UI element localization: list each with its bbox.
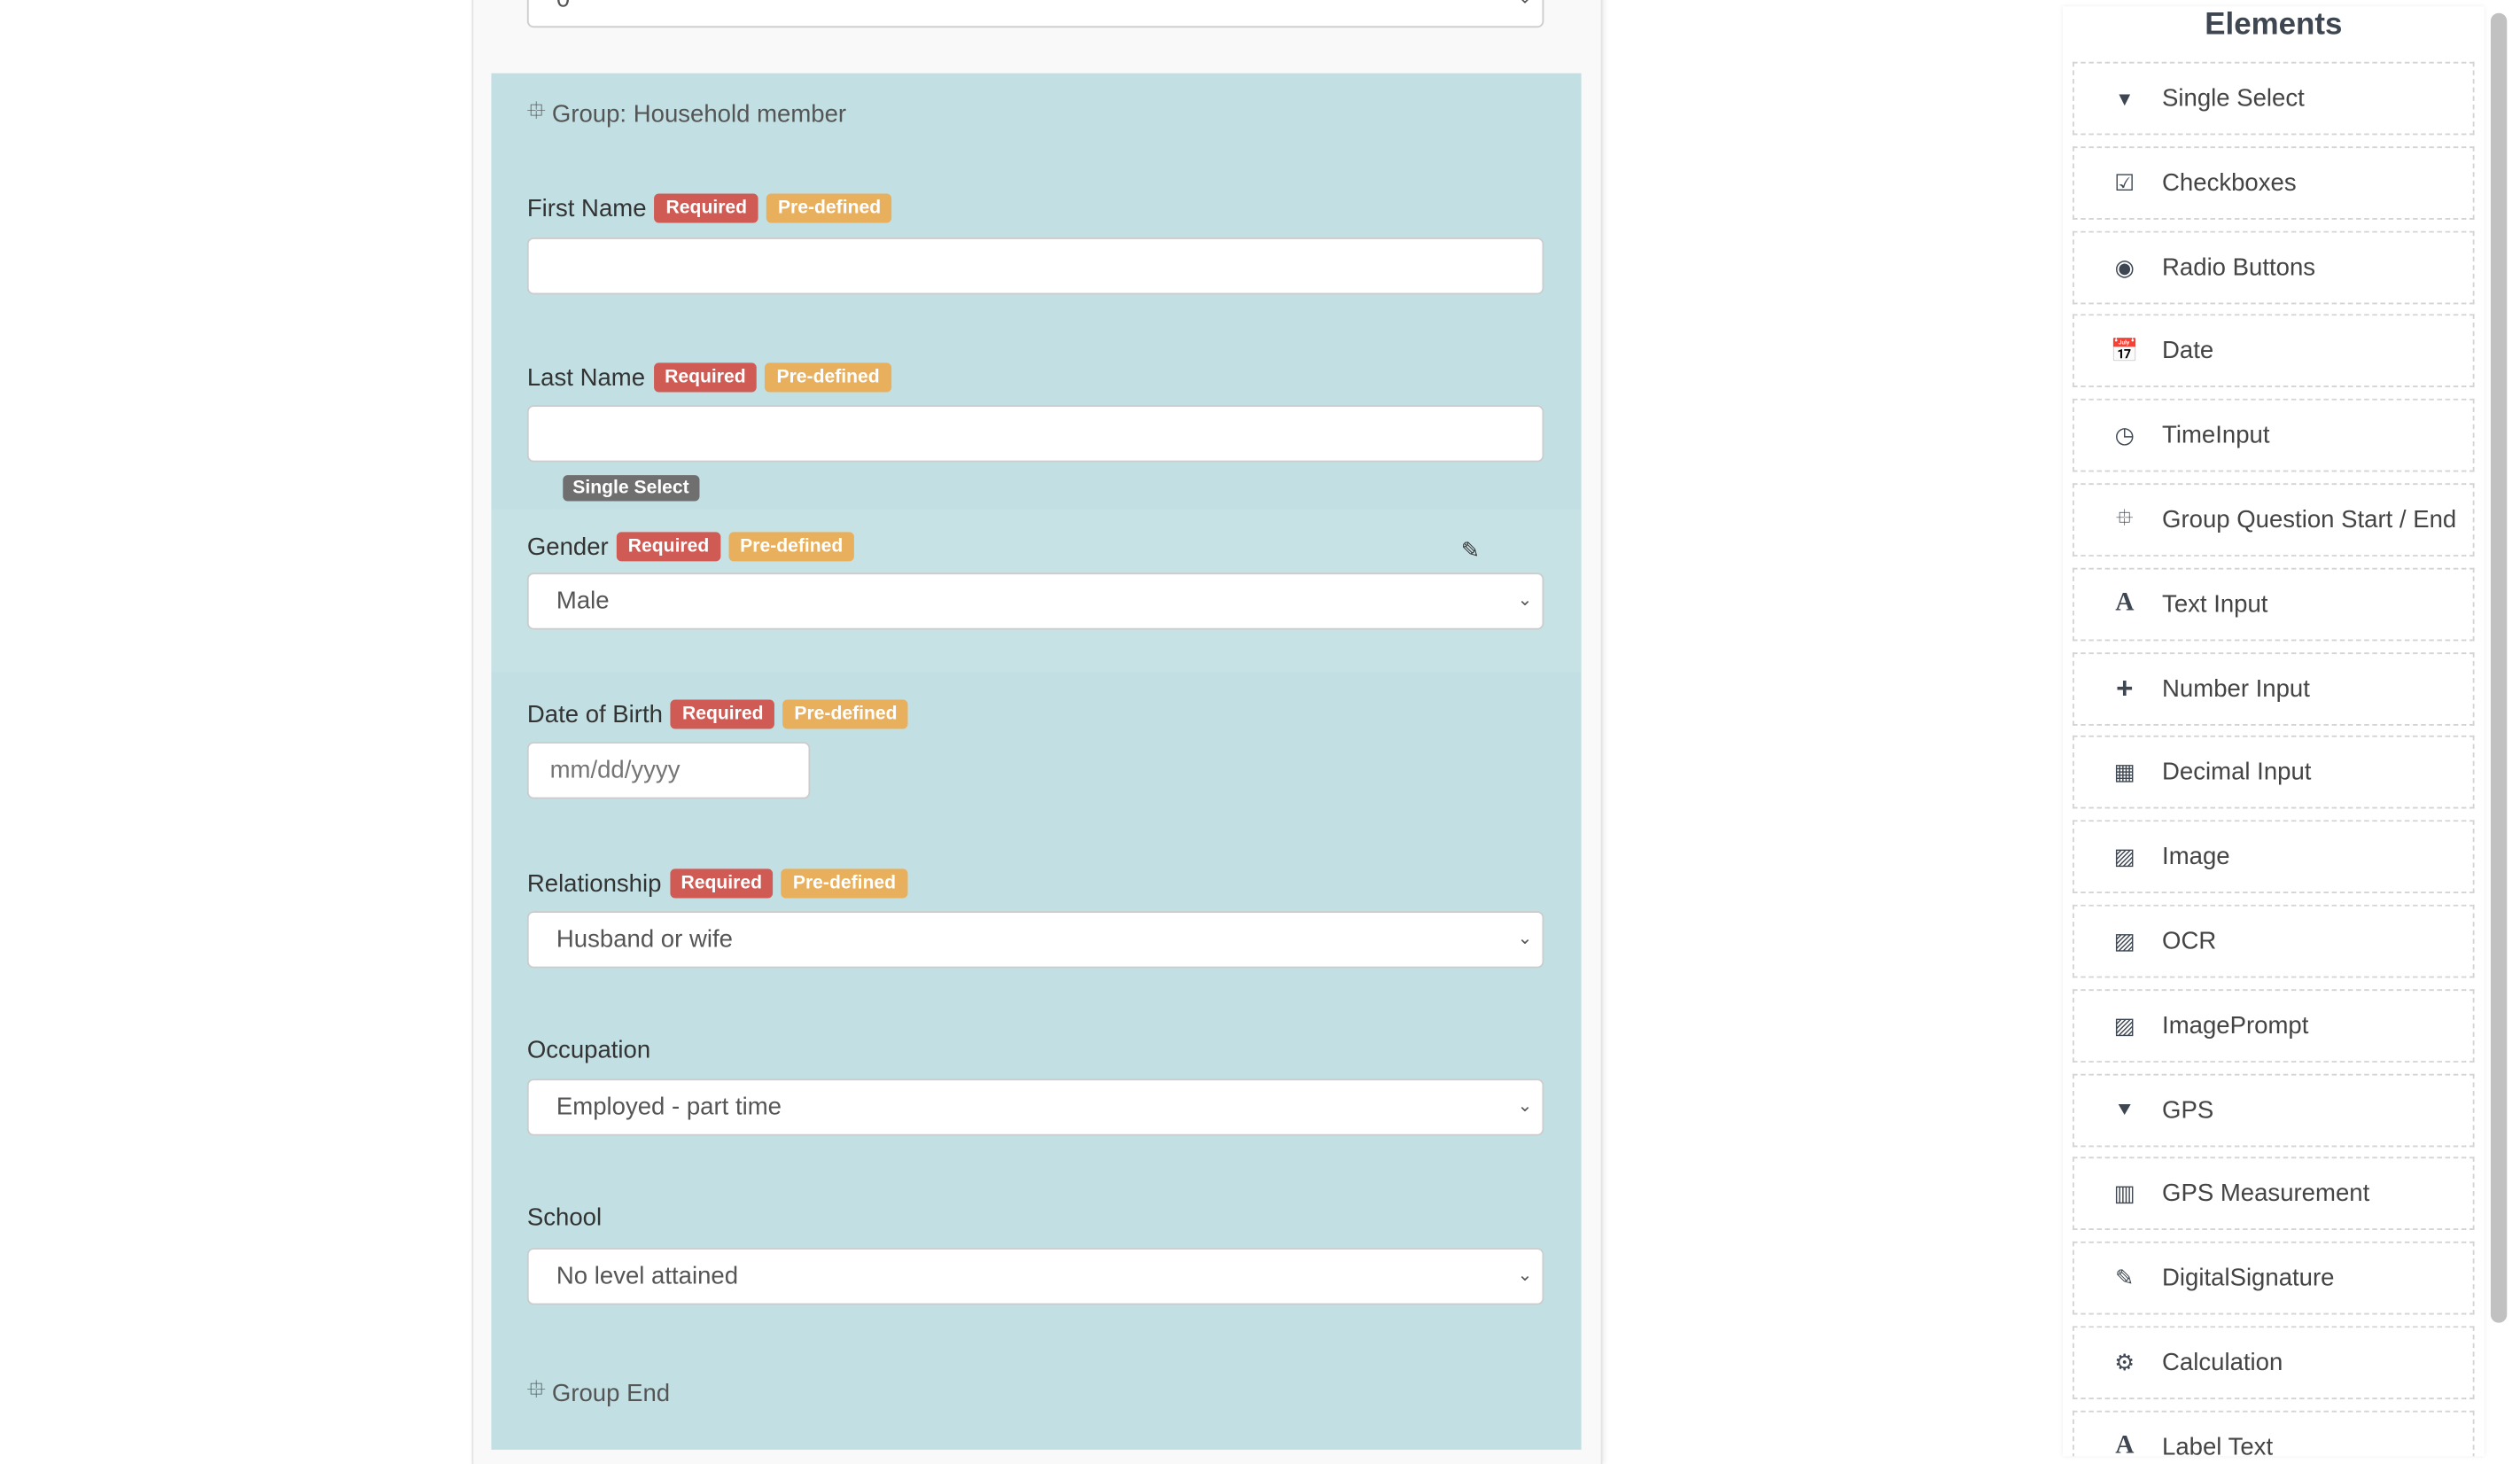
required-badge: Required bbox=[671, 699, 775, 729]
element-item[interactable]: ☑ Checkboxes bbox=[2073, 145, 2475, 220]
caret-square-down-icon: ▾ bbox=[2119, 84, 2131, 111]
predefined-badge: Pre-defined bbox=[728, 532, 855, 562]
element-item-label: Checkboxes bbox=[2162, 168, 2297, 197]
last-name-label: Last Name Required Pre-defined bbox=[527, 362, 891, 393]
predefined-badge: Pre-defined bbox=[765, 362, 891, 393]
image-icon: ▨ bbox=[2113, 927, 2135, 954]
check-square-icon: ☑ bbox=[2114, 168, 2135, 195]
chevron-down-icon: ⌄ bbox=[1518, 0, 1533, 26]
edit-icon: ✎ bbox=[2115, 1264, 2135, 1291]
element-item[interactable]: ⚙ Calculation bbox=[2073, 1326, 2475, 1399]
cogs-icon: ⚙ bbox=[2114, 1349, 2135, 1375]
map-icon: ▥ bbox=[2113, 1180, 2135, 1207]
occupation-select[interactable]: Employed - part time ⌄ bbox=[526, 1079, 1544, 1136]
element-item-label: Single Select bbox=[2162, 84, 2305, 113]
scrollbar[interactable] bbox=[2490, 12, 2508, 1323]
school-select[interactable]: No level attained ⌄ bbox=[526, 1248, 1544, 1305]
element-item-label: TimeInput bbox=[2162, 421, 2270, 450]
element-item[interactable]: A Text Input bbox=[2073, 567, 2475, 642]
tooltip: Single Select bbox=[563, 475, 699, 502]
element-item[interactable]: 📅 Date bbox=[2073, 315, 2475, 388]
element-item[interactable]: ⯆ GPS bbox=[2073, 1073, 2475, 1147]
element-item[interactable]: A Label Text bbox=[2073, 1410, 2475, 1457]
element-item[interactable]: ▥ GPS Measurement bbox=[2073, 1157, 2475, 1231]
object-group-icon: ⯐ bbox=[2116, 503, 2134, 530]
occupation-label: Occupation bbox=[526, 1036, 651, 1064]
top-select[interactable]: 0⌄ bbox=[526, 0, 1544, 28]
element-item-label: GPS bbox=[2162, 1095, 2214, 1124]
element-item[interactable]: ▾ Single Select bbox=[2073, 61, 2475, 136]
element-item-label: Label Text bbox=[2162, 1433, 2274, 1457]
relationship-select[interactable]: Husband or wife ⌄ bbox=[526, 911, 1544, 969]
chevron-down-icon: ⌄ bbox=[1517, 1265, 1533, 1286]
element-item[interactable]: ⯐ Group Question Start / End bbox=[2073, 483, 2475, 557]
element-item[interactable]: ▨ Image bbox=[2073, 820, 2475, 894]
first-name-label: First Name Required Pre-defined bbox=[527, 193, 892, 223]
edit-icon[interactable]: ✎ bbox=[1460, 536, 1481, 564]
chevron-down-icon: ⌄ bbox=[1517, 929, 1533, 949]
element-item-label: Image bbox=[2162, 843, 2230, 871]
group-end: ⯐ Group End bbox=[527, 1374, 670, 1414]
font-icon: A bbox=[2115, 589, 2135, 618]
font-icon: A bbox=[2115, 1432, 2135, 1457]
group-header: ⯐ Group: Household member bbox=[527, 94, 846, 135]
panel-title: Elements bbox=[2205, 8, 2343, 43]
element-item[interactable]: ◷ TimeInput bbox=[2073, 399, 2475, 472]
gender-label: Gender Required Pre-defined bbox=[527, 532, 855, 562]
predefined-badge: Pre-defined bbox=[782, 868, 907, 899]
required-badge: Required bbox=[654, 193, 758, 223]
required-badge: Required bbox=[616, 532, 721, 562]
dot-circle-icon: ◉ bbox=[2114, 253, 2135, 280]
element-item[interactable]: ▨ ImagePrompt bbox=[2073, 988, 2475, 1063]
required-badge: Required bbox=[669, 868, 774, 899]
last-name-input[interactable] bbox=[526, 405, 1544, 463]
calculator-icon: ▦ bbox=[2113, 759, 2135, 785]
elements-panel: Elements ▾ Single Select ☑ Checkboxes ◉ Radio… bbox=[2063, 6, 2485, 1457]
chevron-down-icon: ⌄ bbox=[1517, 1096, 1533, 1117]
school-label: School bbox=[526, 1203, 603, 1232]
element-item[interactable]: ▨ OCR bbox=[2073, 904, 2475, 978]
chevron-down-icon: ⌄ bbox=[1517, 590, 1533, 611]
element-item-label: GPS Measurement bbox=[2162, 1180, 2370, 1209]
required-badge: Required bbox=[653, 362, 758, 393]
dob-input[interactable] bbox=[526, 742, 811, 799]
element-item-label: Decimal Input bbox=[2162, 759, 2312, 787]
image-icon: ▨ bbox=[2113, 1011, 2135, 1038]
element-item[interactable]: ▦ Decimal Input bbox=[2073, 736, 2475, 810]
element-item-label: Group Question Start / End bbox=[2162, 505, 2457, 534]
calendar-icon: 📅 bbox=[2110, 337, 2139, 364]
map-marker-icon: ⯆ bbox=[2115, 1095, 2135, 1123]
element-item[interactable]: ◉ Radio Buttons bbox=[2073, 230, 2475, 304]
element-item-label: OCR bbox=[2162, 927, 2217, 955]
predefined-badge: Pre-defined bbox=[782, 699, 909, 729]
element-item-label: ImagePrompt bbox=[2162, 1011, 2309, 1040]
element-item-label: DigitalSignature bbox=[2162, 1264, 2335, 1293]
clock-icon: ◷ bbox=[2114, 421, 2135, 448]
element-item[interactable]: ✎ DigitalSignature bbox=[2073, 1242, 2475, 1315]
element-item-label: Number Input bbox=[2162, 674, 2310, 703]
element-item-label: Date bbox=[2162, 337, 2214, 365]
predefined-badge: Pre-defined bbox=[766, 193, 892, 223]
plus-icon: + bbox=[2116, 671, 2134, 705]
element-item-label: Text Input bbox=[2162, 590, 2268, 619]
element-item-label: Radio Buttons bbox=[2162, 253, 2316, 281]
element-item[interactable]: + Number Input bbox=[2073, 651, 2475, 726]
gender-select[interactable]: Male ⌄ bbox=[526, 572, 1544, 630]
relationship-label: Relationship Required Pre-defined bbox=[527, 868, 907, 899]
object-group-icon: ⯐ bbox=[526, 97, 546, 126]
first-name-input[interactable] bbox=[526, 238, 1544, 295]
image-icon: ▨ bbox=[2113, 843, 2135, 869]
element-item-label: Calculation bbox=[2162, 1349, 2283, 1377]
dob-label: Date of Birth Required Pre-defined bbox=[527, 699, 909, 729]
object-group-icon: ⯐ bbox=[526, 1376, 546, 1405]
